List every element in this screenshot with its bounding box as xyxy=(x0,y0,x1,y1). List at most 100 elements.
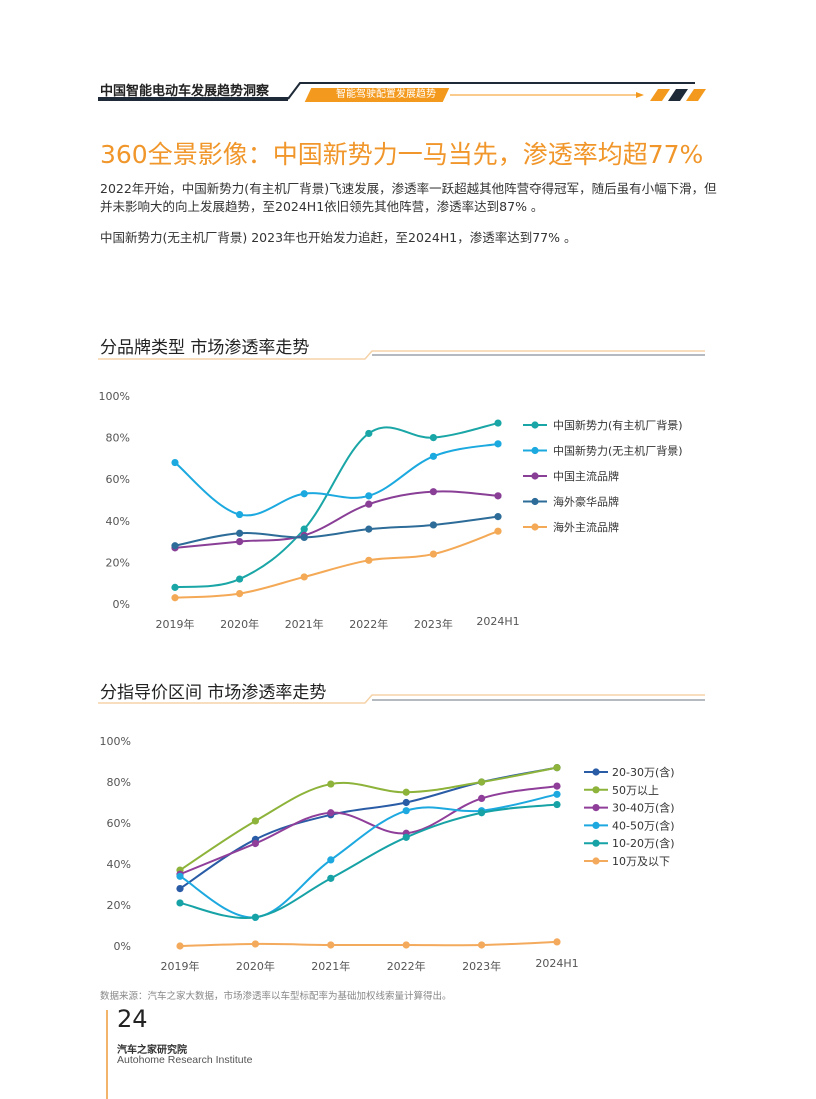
legend-label: 40-50万(含) xyxy=(612,818,675,832)
data-point xyxy=(494,492,502,500)
legend-swatch-marker xyxy=(592,786,600,794)
y-tick-label: 40% xyxy=(106,515,130,528)
legend-label: 50万以上 xyxy=(612,784,659,797)
data-point xyxy=(171,542,179,550)
series-line xyxy=(179,785,558,876)
paragraph-1: 2022年开始，中国新势力(有主机厂背景)飞速发展，渗透率一跃超越其他阵营夺得冠… xyxy=(100,181,717,214)
legend-label: 中国主流品牌 xyxy=(553,469,619,483)
data-point xyxy=(494,419,502,427)
data-point xyxy=(176,899,184,907)
chart-2-title: 分指导价区间 市场渗透率走势 xyxy=(100,683,327,703)
data-point xyxy=(402,788,410,796)
legend-swatch-marker xyxy=(592,839,600,847)
y-tick-label: 0% xyxy=(114,940,131,953)
data-point xyxy=(553,790,561,798)
data-point xyxy=(236,575,244,583)
data-point xyxy=(429,550,437,558)
data-point xyxy=(327,780,335,788)
legend-swatch-marker xyxy=(592,768,600,776)
y-tick-label: 80% xyxy=(106,432,130,445)
legend-swatch-marker xyxy=(531,446,539,455)
x-tick-label: 2024H1 xyxy=(535,957,578,970)
x-tick-label: 2022年 xyxy=(349,617,388,631)
data-point xyxy=(402,798,410,807)
data-point xyxy=(176,942,184,950)
data-point xyxy=(429,488,437,496)
data-point xyxy=(176,872,184,880)
legend-swatch-marker xyxy=(592,821,600,830)
legend-label: 中国新势力(有主机厂背景) xyxy=(553,418,683,432)
data-point xyxy=(300,525,308,533)
data-point xyxy=(478,941,486,949)
x-tick-label: 2024H1 xyxy=(476,615,519,628)
series-line xyxy=(174,530,499,599)
y-tick-label: 20% xyxy=(106,556,130,569)
legend-swatch-marker xyxy=(531,472,539,480)
data-point xyxy=(402,833,410,841)
data-point xyxy=(553,764,561,772)
paragraph-2: 中国新势力(无主机厂背景) 2023年也开始发力追赶，至2024H1，渗透率达到… xyxy=(100,230,577,245)
data-point xyxy=(365,500,373,508)
x-tick-label: 2023年 xyxy=(414,617,453,631)
legend-label: 10万及以下 xyxy=(612,855,670,868)
x-tick-label: 2021年 xyxy=(311,959,350,973)
y-tick-label: 80% xyxy=(107,776,131,789)
legend-swatch-marker xyxy=(592,857,600,865)
x-tick-label: 2019年 xyxy=(156,617,195,631)
legend-swatch-marker xyxy=(531,497,539,506)
legend-swatch-marker xyxy=(592,804,600,812)
data-point xyxy=(429,452,437,460)
data-point xyxy=(236,590,244,598)
org-name-cn: 汽车之家研究院 xyxy=(117,1045,187,1056)
org-name-en: Autohome Research Institute xyxy=(117,1054,253,1066)
data-point xyxy=(494,440,502,448)
y-tick-label: 60% xyxy=(107,817,131,830)
data-point xyxy=(365,556,373,564)
legend-label: 海外豪华品牌 xyxy=(553,495,619,509)
data-point xyxy=(553,782,561,790)
series-line xyxy=(179,940,558,947)
data-point xyxy=(494,527,502,535)
section-tag: 智能驾驶配置发展趋势 xyxy=(336,89,436,100)
data-point xyxy=(171,458,179,467)
data-point xyxy=(365,429,373,438)
data-point xyxy=(327,941,335,949)
y-tick-label: 0% xyxy=(113,598,130,611)
y-tick-label: 40% xyxy=(107,858,131,871)
data-point xyxy=(171,594,179,602)
data-point xyxy=(429,434,437,442)
data-point xyxy=(478,778,486,786)
data-point xyxy=(236,538,244,546)
legend-swatch-marker xyxy=(531,421,539,429)
data-point xyxy=(365,525,373,533)
data-point xyxy=(300,490,308,498)
series-line xyxy=(179,803,558,920)
data-point xyxy=(478,794,486,803)
data-point xyxy=(176,885,184,893)
x-tick-label: 2023年 xyxy=(462,959,501,973)
legend-label: 中国新势力(无主机厂背景) xyxy=(553,444,683,458)
data-point xyxy=(553,800,561,809)
y-tick-label: 100% xyxy=(99,390,130,403)
data-point xyxy=(494,513,502,521)
series-line xyxy=(179,766,558,871)
page-title: 360全景影像：中国新势力一马当先，渗透率均超77% xyxy=(100,140,704,169)
data-point xyxy=(365,492,373,500)
data-point xyxy=(171,583,179,591)
data-point xyxy=(327,809,335,817)
legend-label: 20-30万(含) xyxy=(612,765,675,779)
footer-accent-bar xyxy=(106,1010,108,1099)
header-decoration xyxy=(98,82,706,101)
legend-label: 海外主流品牌 xyxy=(553,520,619,534)
data-point xyxy=(251,839,259,848)
data-point xyxy=(478,809,486,817)
section-underlines xyxy=(98,350,705,704)
series-line xyxy=(174,515,499,547)
y-tick-label: 60% xyxy=(106,473,130,486)
data-point xyxy=(300,533,308,542)
x-tick-label: 2020年 xyxy=(236,959,275,973)
page-number: 24 xyxy=(117,1005,148,1033)
data-point xyxy=(251,913,259,921)
legend-label: 30-40万(含) xyxy=(612,801,675,815)
